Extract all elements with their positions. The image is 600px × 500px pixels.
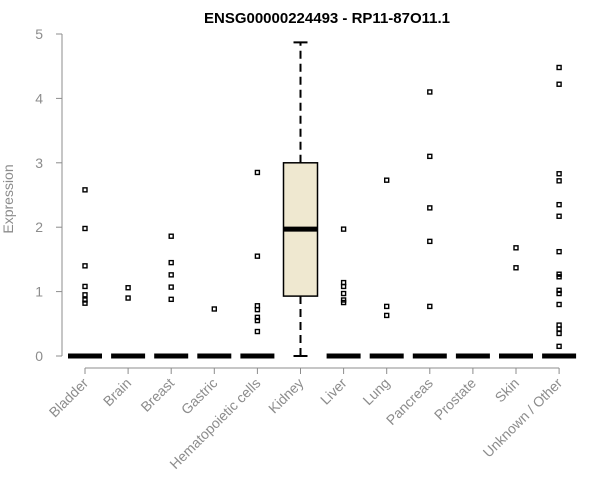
outlier-point	[82, 292, 88, 298]
outlier-point	[82, 263, 88, 269]
outlier-point	[513, 245, 519, 251]
chart-title: ENSG00000224493 - RP11-87O11.1	[204, 10, 450, 27]
x-tick-label: Liver	[317, 375, 350, 408]
outlier-point	[556, 290, 562, 297]
outlier-point	[168, 259, 174, 266]
x-tick-label: Unknown / Other	[480, 375, 566, 461]
box-9	[412, 89, 447, 359]
y-axis: 0 1 2 3 4 5	[35, 26, 63, 364]
outlier-point	[340, 290, 347, 297]
outlier-point	[254, 328, 261, 335]
outlier-point	[556, 248, 562, 255]
outlier-point	[556, 322, 562, 328]
y-tick-label: 5	[35, 26, 43, 42]
outlier-point	[254, 314, 261, 321]
y-tick-label: 1	[35, 284, 43, 300]
outlier-point	[340, 297, 347, 303]
outlier-point	[427, 205, 433, 211]
outlier-point	[125, 285, 131, 291]
outlier-point	[254, 169, 261, 176]
x-tick-label: Bladder	[46, 375, 92, 421]
x-tick-label: Gastric	[178, 375, 221, 418]
outlier-point	[340, 226, 347, 232]
outlier-point	[556, 343, 562, 350]
outlier-point	[384, 177, 390, 183]
outlier-point	[556, 201, 562, 208]
outlier-point	[82, 283, 88, 290]
outlier-point	[556, 330, 562, 337]
x-tick-label: Skin	[492, 375, 523, 406]
outlier-point	[168, 233, 174, 239]
outlier-point	[556, 287, 562, 294]
outlier-point	[556, 271, 562, 277]
outlier-point	[556, 301, 562, 308]
outlier-point	[82, 300, 88, 306]
outlier-point	[211, 306, 218, 312]
box-6	[282, 41, 319, 357]
outlier-point	[427, 89, 433, 95]
box-7	[326, 226, 361, 359]
y-tick-label: 4	[35, 90, 43, 106]
outlier-point	[125, 295, 131, 301]
y-tick-label: 0	[35, 348, 43, 364]
outlier-point	[254, 253, 261, 259]
x-tick-label: Lung	[359, 375, 392, 408]
x-tick-label: Brain	[100, 375, 134, 409]
outlier-point	[384, 312, 390, 319]
outlier-point	[82, 225, 88, 232]
box-2	[111, 285, 146, 359]
outlier-point	[254, 303, 261, 309]
outlier-point	[427, 303, 433, 310]
y-axis-label: Expression	[0, 164, 16, 233]
outlier-point	[556, 178, 562, 184]
box-1	[68, 187, 102, 359]
outlier-point	[556, 171, 562, 177]
outlier-point	[427, 153, 433, 160]
x-tick-label: Prostate	[431, 375, 479, 423]
box-4	[197, 306, 232, 359]
outlier-point	[384, 303, 390, 310]
outlier-point	[82, 187, 88, 193]
outlier-point	[254, 317, 261, 324]
box-5	[240, 169, 275, 359]
outlier-point	[556, 213, 562, 219]
x-tick-label: Breast	[137, 375, 177, 415]
outlier-point	[556, 81, 562, 87]
x-tick-label: Kidney	[265, 375, 307, 417]
boxes	[68, 41, 577, 359]
outlier-point	[340, 279, 347, 286]
x-tick-label: Pancreas	[383, 375, 436, 428]
y-tick-label: 2	[35, 219, 43, 235]
outlier-point	[513, 265, 519, 271]
outlier-point	[168, 272, 174, 278]
box-12	[542, 64, 577, 359]
box-8	[369, 177, 404, 359]
outlier-point	[427, 238, 433, 245]
outlier-point	[168, 296, 174, 303]
y-tick-label: 3	[35, 155, 43, 171]
outlier-point	[82, 297, 88, 303]
box-3	[154, 233, 189, 359]
outlier-point	[168, 284, 174, 290]
box-11	[499, 245, 533, 359]
outlier-point	[556, 64, 562, 71]
